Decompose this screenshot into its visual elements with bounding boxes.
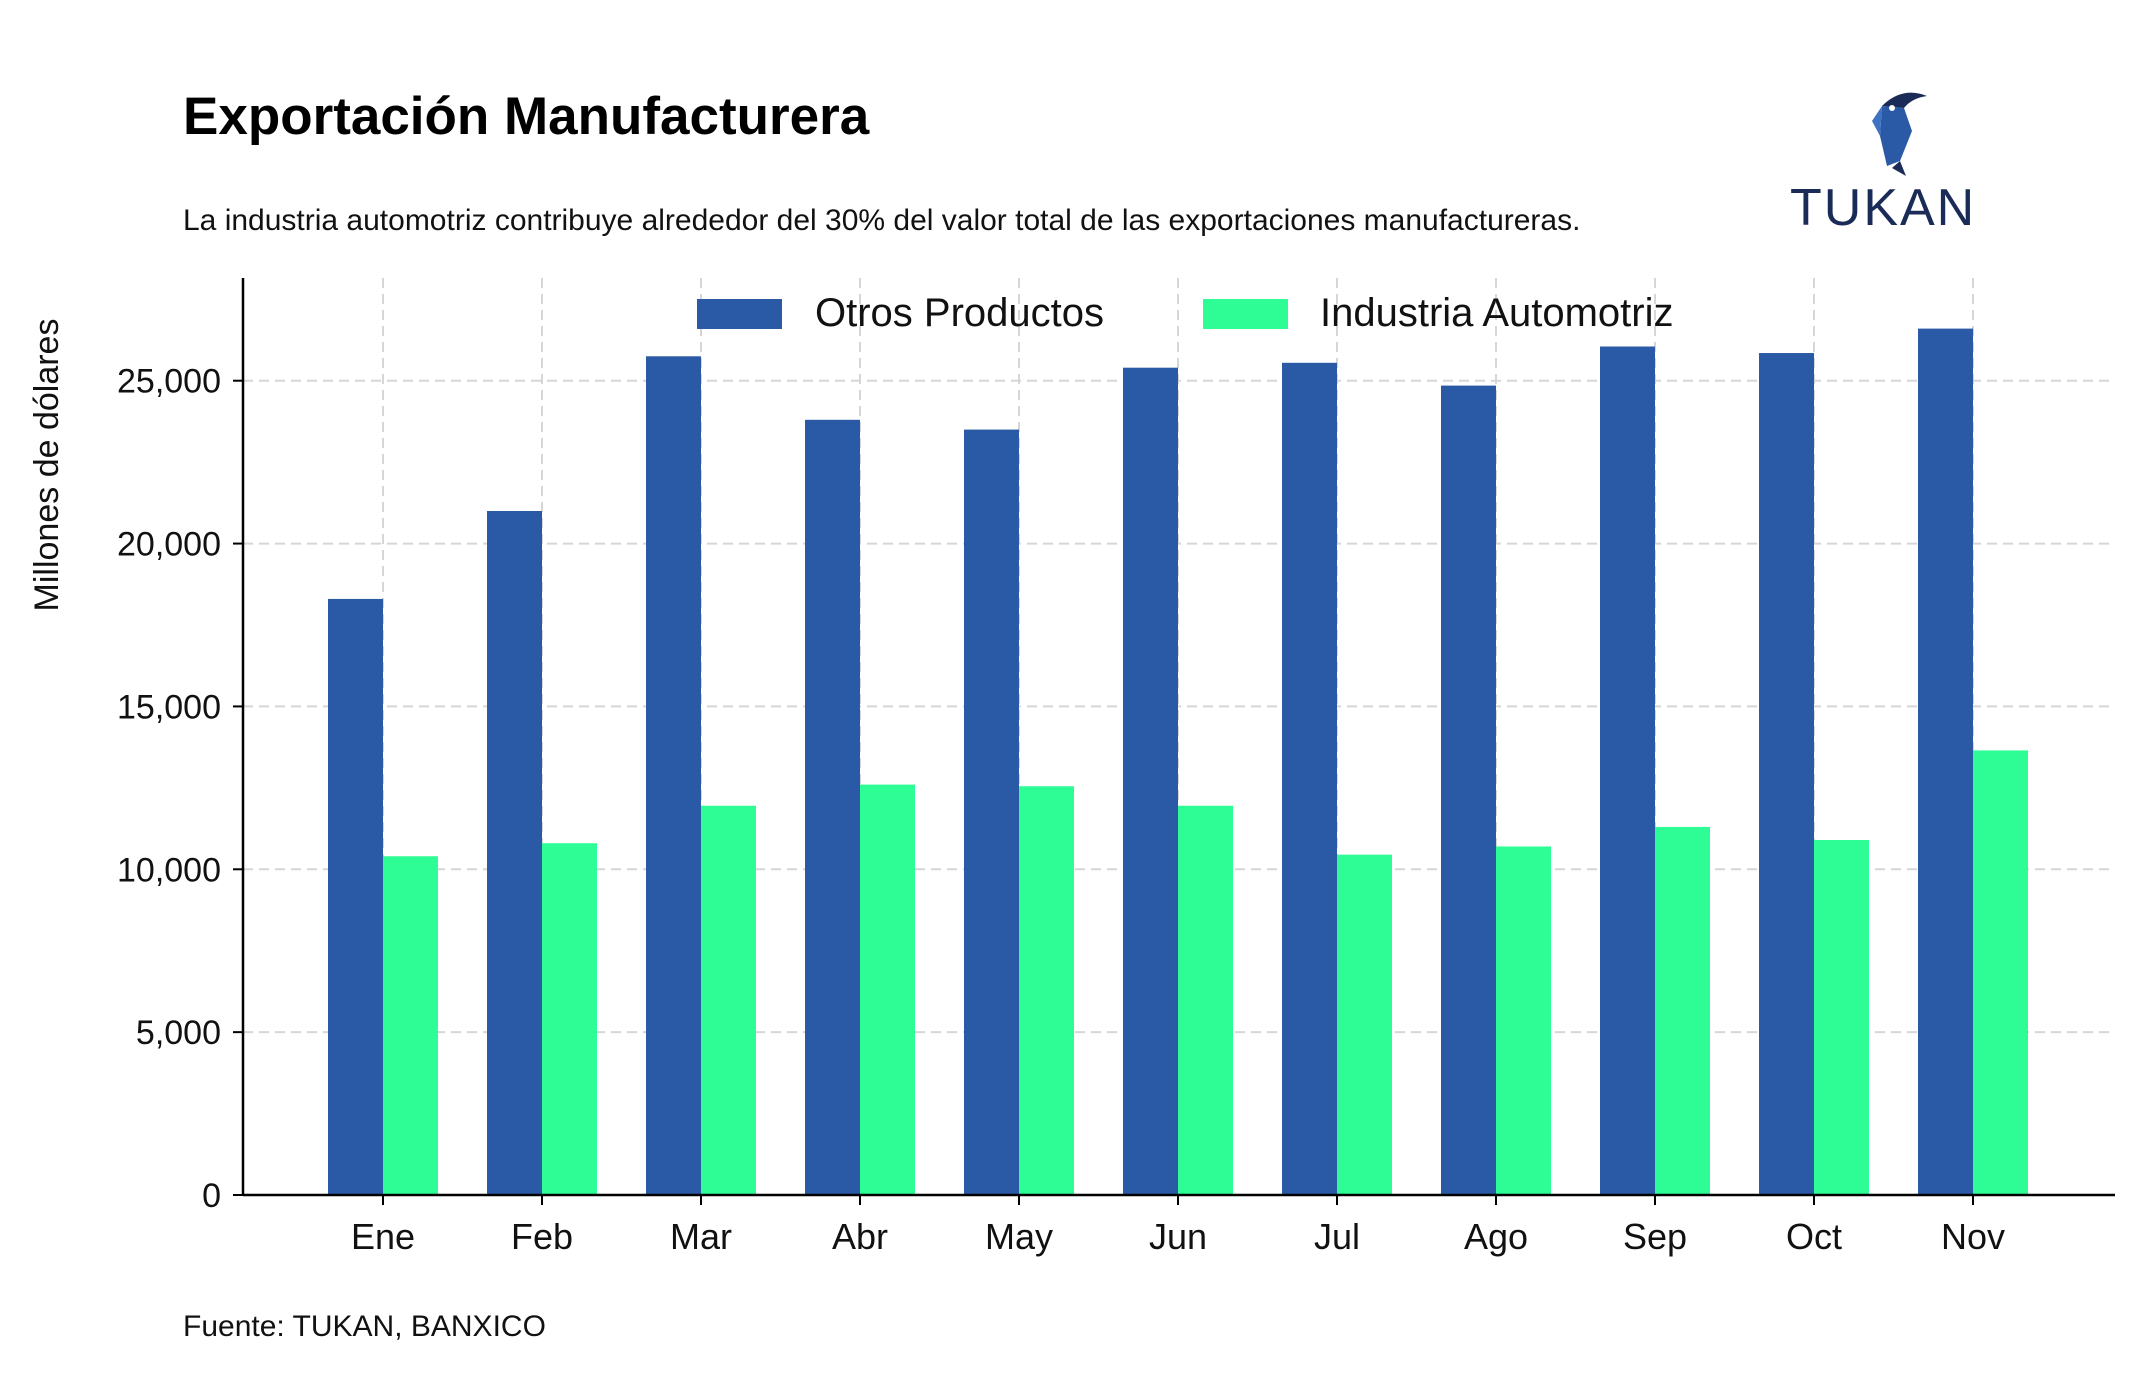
y-axis-label: Millones de dólares (28, 319, 66, 612)
bar-industria-automotriz-mar (701, 805, 756, 1195)
bar-otros-productos-feb (487, 511, 542, 1195)
x-tick-label: Feb (511, 1216, 573, 1257)
y-tick-label: 0 (202, 1177, 221, 1215)
legend-label: Industria Automotriz (1320, 291, 1674, 335)
bar-industria-automotriz-nov (1973, 750, 2028, 1195)
bar-otros-productos-mar (646, 356, 701, 1195)
x-tick-label: Jul (1314, 1216, 1360, 1257)
bar-otros-productos-oct (1759, 353, 1814, 1195)
x-tick-label: Abr (832, 1216, 888, 1257)
bar-industria-automotriz-sep (1655, 826, 1710, 1195)
bar-industria-automotriz-ago (1496, 846, 1551, 1195)
x-tick-label: Ene (351, 1216, 415, 1257)
bar-industria-automotriz-may (1019, 786, 1074, 1195)
chart-title: Exportación Manufacturera (183, 87, 870, 146)
bar-layer (328, 328, 2028, 1196)
bar-industria-automotriz-jul (1337, 854, 1392, 1195)
bar-otros-productos-jul (1282, 362, 1337, 1195)
legend-swatch (697, 299, 782, 329)
x-tick-label: Mar (670, 1216, 732, 1257)
toucan-icon (1872, 92, 1927, 176)
brand-logo: TUKAN (1790, 80, 1990, 240)
x-tick-label: Sep (1623, 1216, 1687, 1257)
logo-text: TUKAN (1790, 179, 1977, 237)
y-tick-label: 25,000 (117, 363, 221, 401)
source-note: Fuente: TUKAN, BANXICO (183, 1310, 546, 1343)
bar-industria-automotriz-feb (542, 843, 597, 1195)
bar-otros-productos-jun (1123, 367, 1178, 1196)
tick-labels: 0 5,000 10,000 15,000 20,000 25,000 Ene Feb Mar A… (117, 363, 2005, 1257)
bar-otros-productos-nov (1918, 328, 1973, 1196)
y-tick-label: 5,000 (136, 1014, 221, 1052)
x-tick-label: May (985, 1216, 1053, 1257)
bar-otros-productos-abr (805, 419, 860, 1195)
bar-otros-productos-ene (328, 598, 383, 1195)
x-tick-label: Oct (1786, 1216, 1842, 1257)
bar-otros-productos-may (964, 429, 1019, 1196)
bar-industria-automotriz-oct (1814, 839, 1869, 1195)
chart-subtitle: La industria automotriz contribuye alred… (183, 204, 1581, 237)
y-tick-label: 10,000 (117, 851, 221, 889)
axes (233, 278, 2115, 1205)
y-tick-label: 15,000 (117, 688, 221, 726)
legend: Otros Productos Industria Automotriz (697, 291, 1674, 335)
bar-industria-automotriz-ene (383, 856, 438, 1195)
x-tick-label: Nov (1941, 1216, 2005, 1257)
bar-otros-productos-sep (1600, 346, 1655, 1195)
bar-industria-automotriz-abr (860, 784, 915, 1195)
bar-industria-automotriz-jun (1178, 805, 1233, 1195)
legend-label: Otros Productos (815, 291, 1104, 335)
y-tick-label: 20,000 (117, 526, 221, 564)
x-tick-label: Ago (1464, 1216, 1528, 1257)
x-tick-label: Jun (1149, 1216, 1207, 1257)
bar-otros-productos-ago (1441, 385, 1496, 1196)
legend-swatch (1203, 299, 1288, 329)
